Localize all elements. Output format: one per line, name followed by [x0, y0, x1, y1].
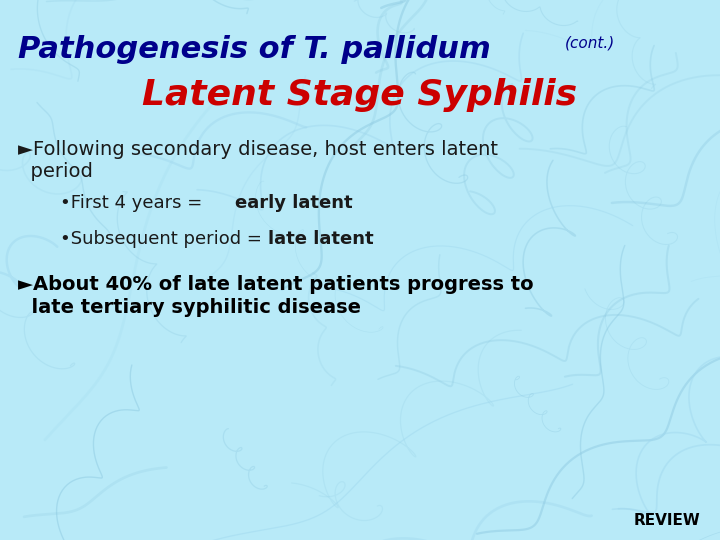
- Text: late tertiary syphilitic disease: late tertiary syphilitic disease: [18, 298, 361, 317]
- Text: ►About 40% of late latent patients progress to: ►About 40% of late latent patients progr…: [18, 275, 534, 294]
- Text: early latent: early latent: [235, 194, 353, 212]
- Text: •Subsequent period =: •Subsequent period =: [60, 230, 268, 248]
- Text: REVIEW: REVIEW: [634, 513, 700, 528]
- Text: late latent: late latent: [268, 230, 374, 248]
- Text: period: period: [18, 162, 93, 181]
- Text: •First 4 years =: •First 4 years =: [60, 194, 208, 212]
- Text: (cont.): (cont.): [565, 35, 616, 50]
- Text: Latent Stage Syphilis: Latent Stage Syphilis: [143, 78, 577, 112]
- Text: ►Following secondary disease, host enters latent: ►Following secondary disease, host enter…: [18, 140, 498, 159]
- Text: Pathogenesis of T. pallidum: Pathogenesis of T. pallidum: [18, 35, 491, 64]
